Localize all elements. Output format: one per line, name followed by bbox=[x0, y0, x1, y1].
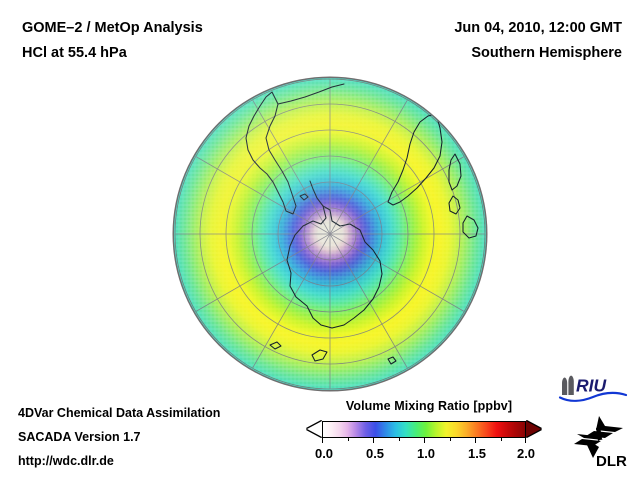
version-label: SACADA Version 1.7 bbox=[18, 430, 141, 444]
tick-minor-4 bbox=[500, 438, 502, 441]
riu-wave-icon bbox=[558, 391, 628, 402]
coastline-tasmania bbox=[387, 356, 397, 365]
riu-logo: RIU bbox=[558, 375, 628, 402]
colorbar-tick-labels: 0.0 0.5 1.0 1.5 2.0 bbox=[305, 446, 553, 464]
coastline-south-america-east bbox=[277, 83, 345, 105]
dlr-logo: DLR bbox=[574, 416, 627, 470]
graticule-grid bbox=[174, 78, 486, 390]
datetime-label: Jun 04, 2010, 12:00 GMT bbox=[454, 20, 622, 36]
limb-shading bbox=[174, 78, 486, 390]
colorbar-ticks bbox=[322, 438, 526, 444]
coastline-new-zealand bbox=[311, 349, 328, 362]
riu-towers-icon bbox=[562, 375, 574, 395]
dlr-emblem-icon bbox=[574, 416, 623, 458]
globe-disc bbox=[174, 78, 486, 390]
dlr-wordmark: DLR bbox=[596, 453, 627, 470]
tick-minor-3 bbox=[449, 438, 451, 441]
coastline-africa bbox=[387, 113, 443, 206]
colorbar: Volume Mixing Ratio [ppbv] 0.0 0.5 1.0 1… bbox=[305, 399, 553, 464]
colorbar-label-0: 0.0 bbox=[314, 446, 334, 461]
tick-minor-2 bbox=[398, 438, 400, 441]
colorbar-label-3: 1.5 bbox=[467, 446, 487, 461]
coastline-africa-se-detail bbox=[448, 195, 461, 215]
header-right-block: Jun 04, 2010, 12:00 GMT Southern Hemisph… bbox=[454, 16, 622, 66]
colorbar-gradient bbox=[322, 421, 526, 438]
colorbar-label-1: 0.5 bbox=[365, 446, 385, 461]
tick-major-1 bbox=[373, 438, 375, 443]
colorbar-title: Volume Mixing Ratio [ppbv] bbox=[345, 399, 513, 413]
colorbar-overflow-arrow bbox=[526, 421, 541, 437]
method-label: 4DVar Chemical Data Assimilation bbox=[18, 406, 221, 420]
colorbar-label-4: 2.0 bbox=[516, 446, 536, 461]
coastline-antarctic-peninsula bbox=[309, 180, 324, 207]
coastline-australia bbox=[462, 215, 479, 239]
tick-major-0 bbox=[322, 438, 324, 443]
instrument-title: GOME–2 / MetOp Analysis bbox=[22, 20, 203, 36]
colorbar-label-2: 1.0 bbox=[416, 446, 436, 461]
tick-major-4 bbox=[524, 438, 526, 443]
colorbar-scale bbox=[305, 418, 553, 444]
riu-wordmark: RIU bbox=[576, 376, 607, 396]
species-level-title: HCl at 55.4 hPa bbox=[22, 45, 127, 61]
region-label: Southern Hemisphere bbox=[471, 45, 622, 61]
coastline-south-america bbox=[245, 91, 297, 215]
coastlines bbox=[245, 83, 479, 365]
tick-minor-1 bbox=[347, 438, 349, 441]
tick-major-2 bbox=[424, 438, 426, 443]
polar-projection-map bbox=[174, 78, 486, 390]
coastline-madagascar bbox=[448, 153, 462, 191]
coastline-antarctica bbox=[286, 205, 383, 329]
tick-major-3 bbox=[475, 438, 477, 443]
header-left-block: GOME–2 / MetOp Analysis HCl at 55.4 hPa bbox=[22, 16, 203, 66]
coastline-south-georgia bbox=[269, 341, 282, 350]
coastline-falklands bbox=[299, 193, 309, 201]
colorbar-underflow-arrow bbox=[307, 421, 322, 437]
website-url: http://wdc.dlr.de bbox=[18, 454, 114, 468]
footer-info-block: 4DVar Chemical Data Assimilation SACADA … bbox=[18, 401, 220, 473]
